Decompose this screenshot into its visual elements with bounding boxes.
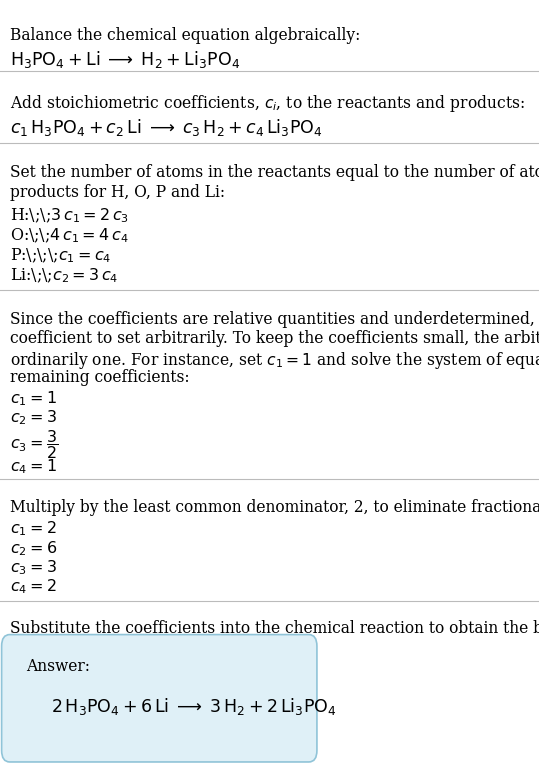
- Text: P:\;\;\;$c_1 = c_4$: P:\;\;\;$c_1 = c_4$: [10, 246, 111, 265]
- Text: $2\,\mathrm{H_3PO_4} + 6\,\mathrm{Li} \;\longrightarrow\; 3\,\mathrm{H_2} + 2\,\: $2\,\mathrm{H_3PO_4} + 6\,\mathrm{Li} \;…: [51, 696, 337, 717]
- Text: Multiply by the least common denominator, 2, to eliminate fractional coefficient: Multiply by the least common denominator…: [10, 499, 539, 516]
- Text: Balance the chemical equation algebraically:: Balance the chemical equation algebraica…: [10, 27, 360, 44]
- Text: ordinarily one. For instance, set $c_1 = 1$ and solve the system of equations fo: ordinarily one. For instance, set $c_1 =…: [10, 350, 539, 371]
- Text: Li:\;\;$c_2 = 3\,c_4$: Li:\;\;$c_2 = 3\,c_4$: [10, 266, 118, 285]
- Text: $c_4 = 1$: $c_4 = 1$: [10, 457, 57, 476]
- Text: remaining coefficients:: remaining coefficients:: [10, 369, 189, 386]
- Text: $c_3 = 3$: $c_3 = 3$: [10, 558, 57, 577]
- Text: $c_1 = 2$: $c_1 = 2$: [10, 520, 56, 538]
- Text: equation:: equation:: [10, 639, 83, 656]
- Text: products for H, O, P and Li:: products for H, O, P and Li:: [10, 184, 225, 201]
- Text: $c_1 = 1$: $c_1 = 1$: [10, 389, 57, 408]
- Text: $\mathrm{H_3PO_4 + Li \;\longrightarrow\; H_2 + Li_3PO_4}$: $\mathrm{H_3PO_4 + Li \;\longrightarrow\…: [10, 49, 240, 69]
- Text: Substitute the coefficients into the chemical reaction to obtain the balanced: Substitute the coefficients into the che…: [10, 620, 539, 637]
- Text: Answer:: Answer:: [26, 658, 90, 675]
- Text: Since the coefficients are relative quantities and underdetermined, choose a: Since the coefficients are relative quan…: [10, 311, 539, 328]
- Text: O:\;\;$4\,c_1 = 4\,c_4$: O:\;\;$4\,c_1 = 4\,c_4$: [10, 226, 128, 245]
- Text: $c_1\,\mathrm{H_3PO_4} + c_2\,\mathrm{Li} \;\longrightarrow\; c_3\,\mathrm{H_2} : $c_1\,\mathrm{H_3PO_4} + c_2\,\mathrm{Li…: [10, 117, 322, 137]
- Text: $c_3 = \dfrac{3}{2}$: $c_3 = \dfrac{3}{2}$: [10, 428, 58, 461]
- Text: H:\;\;$3\,c_1 = 2\,c_3$: H:\;\;$3\,c_1 = 2\,c_3$: [10, 206, 129, 225]
- Text: Add stoichiometric coefficients, $c_i$, to the reactants and products:: Add stoichiometric coefficients, $c_i$, …: [10, 93, 524, 113]
- Text: $c_2 = 3$: $c_2 = 3$: [10, 408, 57, 427]
- Text: $c_4 = 2$: $c_4 = 2$: [10, 577, 56, 596]
- Text: $c_2 = 6$: $c_2 = 6$: [10, 539, 57, 557]
- Text: Set the number of atoms in the reactants equal to the number of atoms in the: Set the number of atoms in the reactants…: [10, 164, 539, 181]
- Text: coefficient to set arbitrarily. To keep the coefficients small, the arbitrary va: coefficient to set arbitrarily. To keep …: [10, 330, 539, 347]
- FancyBboxPatch shape: [2, 635, 317, 762]
